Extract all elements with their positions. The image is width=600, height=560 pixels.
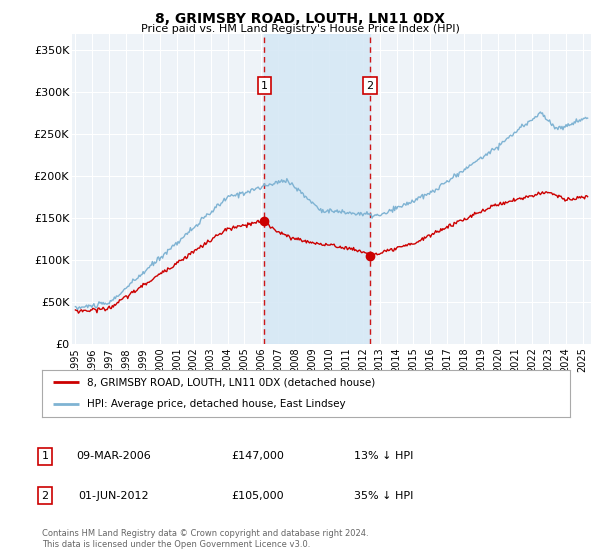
Text: Contains HM Land Registry data © Crown copyright and database right 2024.
This d: Contains HM Land Registry data © Crown c… <box>42 529 368 549</box>
Text: 8, GRIMSBY ROAD, LOUTH, LN11 0DX: 8, GRIMSBY ROAD, LOUTH, LN11 0DX <box>155 12 445 26</box>
Text: 13% ↓ HPI: 13% ↓ HPI <box>355 451 413 461</box>
Text: 35% ↓ HPI: 35% ↓ HPI <box>355 491 413 501</box>
Text: £147,000: £147,000 <box>232 451 284 461</box>
Text: 1: 1 <box>261 81 268 91</box>
Text: 01-JUN-2012: 01-JUN-2012 <box>79 491 149 501</box>
Text: 09-MAR-2006: 09-MAR-2006 <box>77 451 151 461</box>
Text: £105,000: £105,000 <box>232 491 284 501</box>
Text: 8, GRIMSBY ROAD, LOUTH, LN11 0DX (detached house): 8, GRIMSBY ROAD, LOUTH, LN11 0DX (detach… <box>87 377 375 388</box>
Text: Price paid vs. HM Land Registry's House Price Index (HPI): Price paid vs. HM Land Registry's House … <box>140 24 460 34</box>
Text: 2: 2 <box>41 491 49 501</box>
Text: HPI: Average price, detached house, East Lindsey: HPI: Average price, detached house, East… <box>87 399 346 409</box>
Bar <box>265 34 370 344</box>
Text: 2: 2 <box>367 81 373 91</box>
Text: 1: 1 <box>41 451 49 461</box>
